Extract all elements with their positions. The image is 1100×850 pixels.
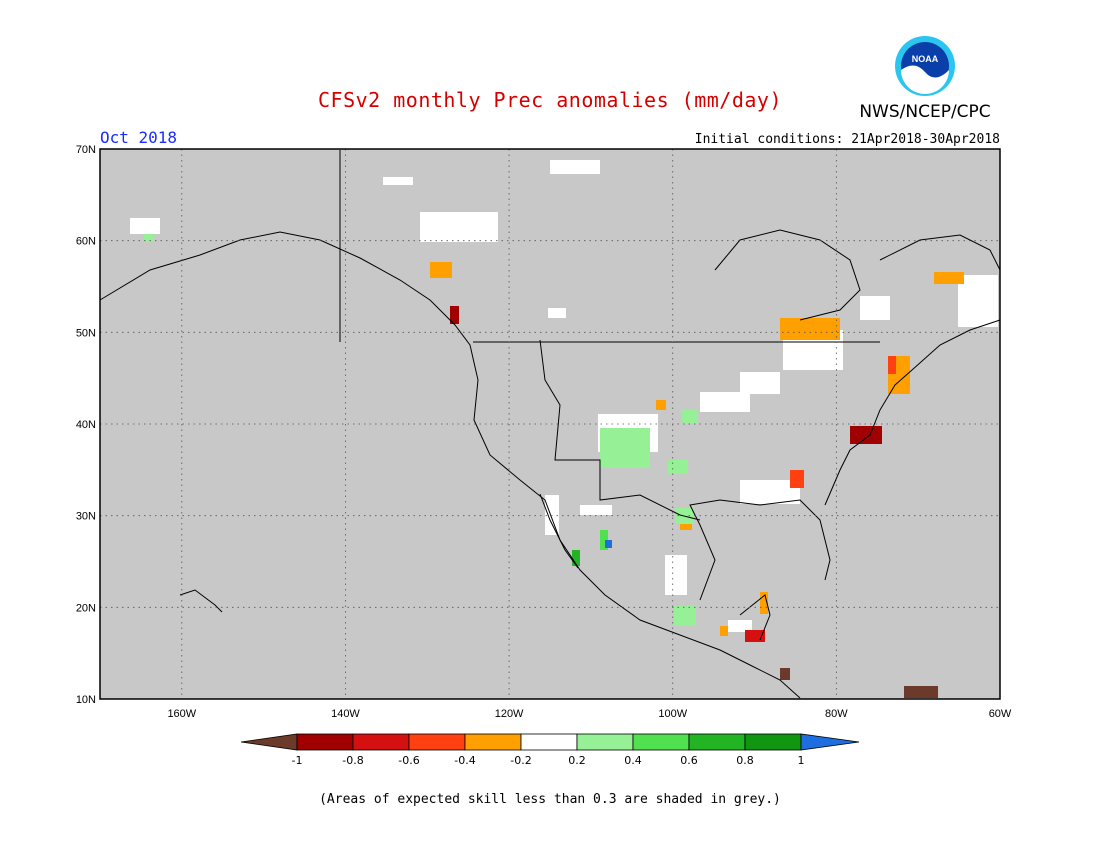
colorbar-segment	[408, 733, 466, 751]
lat-tick-label: 60N	[76, 236, 96, 248]
lat-tick-label: 70N	[76, 144, 96, 156]
colorbar-segment	[632, 733, 690, 751]
colorbar-label: 0.6	[680, 754, 698, 767]
colorbar-label: 1	[798, 754, 805, 767]
colorbar-segment	[464, 733, 522, 751]
colorbar-segment	[744, 733, 802, 751]
colorbar-label: 0.8	[736, 754, 754, 767]
skill-caption: (Areas of expected skill less than 0.3 a…	[319, 792, 781, 807]
lat-tick-label: 50N	[76, 327, 96, 339]
colorbar-under-arrow	[240, 733, 298, 751]
lon-tick-label: 140W	[331, 708, 360, 720]
agency-label: NWS/NCEP/CPC	[859, 102, 991, 122]
lon-tick-label: 120W	[495, 708, 524, 720]
map-title: CFSv2 monthly Prec anomalies (mm/day)	[317, 88, 783, 112]
lon-tick-label: 80W	[825, 708, 848, 720]
colorbar-label: 0.4	[624, 754, 642, 767]
initial-conditions: Initial conditions: 21Apr2018-30Apr2018	[694, 132, 1000, 147]
lon-tick-label: 100W	[658, 708, 687, 720]
colorbar: -1 -0.8 -0.6 -0.4 -0.2 0.2 0.4 0.6 0.8 1	[240, 733, 860, 767]
colorbar-segment	[688, 733, 746, 751]
lat-tick-labels: 70N 60N 50N 40N 30N 20N 10N	[76, 144, 96, 706]
colorbar-label: -1	[292, 754, 303, 767]
map-frame	[99, 148, 1001, 700]
colorbar-segment	[576, 733, 634, 751]
colorbar-label: -0.8	[342, 754, 363, 767]
lon-tick-label: 160W	[167, 708, 196, 720]
colorbar-segment	[296, 733, 354, 751]
coastlines	[99, 150, 1001, 699]
colorbar-label: -0.6	[398, 754, 419, 767]
lat-tick-label: 20N	[76, 602, 96, 614]
colorbar-label: -0.2	[510, 754, 531, 767]
lat-tick-label: 10N	[76, 694, 96, 706]
lon-tick-label: 60W	[989, 708, 1012, 720]
colorbar-segment	[352, 733, 410, 751]
colorbar-segment	[520, 733, 578, 751]
target-month: Oct 2018	[100, 128, 178, 147]
anomaly-patches	[130, 160, 998, 698]
lat-tick-label: 30N	[76, 511, 96, 523]
colorbar-over-arrow	[800, 733, 860, 751]
colorbar-label: 0.2	[568, 754, 586, 767]
lat-tick-label: 40N	[76, 419, 96, 431]
lon-tick-labels: 160W 140W 120W 100W 80W 60W	[167, 708, 1011, 720]
colorbar-label: -0.4	[454, 754, 475, 767]
